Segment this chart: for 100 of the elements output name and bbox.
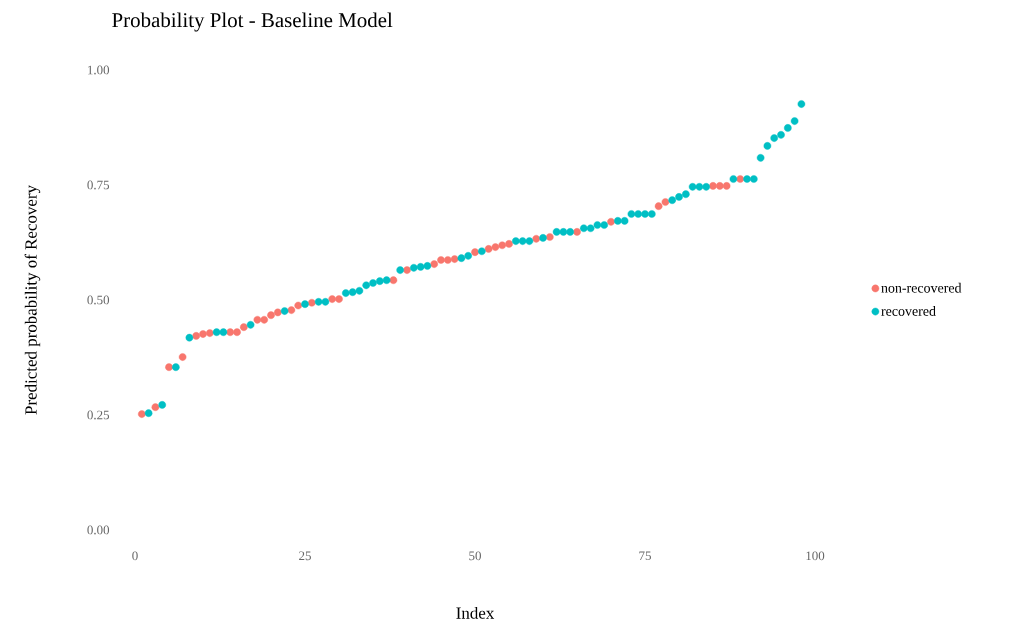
point bbox=[702, 183, 711, 191]
point bbox=[355, 287, 364, 295]
point bbox=[410, 264, 418, 272]
point bbox=[274, 308, 282, 317]
point bbox=[688, 183, 697, 191]
point bbox=[743, 175, 751, 183]
point bbox=[382, 276, 391, 285]
point bbox=[668, 196, 677, 204]
y-tick-label: 0.00 bbox=[87, 525, 110, 535]
y-axis-title: Predicted probability of Recovery bbox=[24, 185, 41, 415]
point bbox=[614, 217, 622, 225]
point bbox=[641, 210, 649, 218]
point bbox=[593, 221, 602, 229]
point bbox=[484, 245, 493, 253]
point bbox=[471, 248, 479, 256]
point bbox=[450, 255, 459, 263]
point bbox=[362, 281, 370, 290]
x-axis-title: Index bbox=[456, 606, 495, 619]
point bbox=[716, 182, 724, 190]
point bbox=[430, 260, 438, 268]
point bbox=[158, 401, 166, 409]
point bbox=[586, 224, 595, 233]
point bbox=[620, 217, 629, 225]
point bbox=[763, 142, 772, 150]
point bbox=[722, 182, 731, 190]
point bbox=[784, 124, 792, 132]
point bbox=[478, 247, 486, 256]
point bbox=[491, 243, 500, 251]
point bbox=[675, 193, 683, 201]
point bbox=[369, 279, 377, 287]
x-tick-label: 25 bbox=[299, 551, 311, 561]
point bbox=[546, 233, 554, 241]
point bbox=[695, 183, 704, 191]
point bbox=[219, 328, 228, 336]
x-tick-label: 0 bbox=[132, 551, 138, 561]
point bbox=[505, 240, 513, 248]
legend-label: non-recovered bbox=[881, 282, 962, 293]
point bbox=[144, 409, 153, 417]
point bbox=[151, 403, 160, 411]
point bbox=[525, 237, 534, 245]
point bbox=[654, 202, 663, 210]
point bbox=[464, 252, 472, 260]
point bbox=[607, 218, 615, 226]
point bbox=[600, 221, 608, 229]
y-tick-label: 0.50 bbox=[87, 295, 110, 305]
point bbox=[206, 329, 214, 337]
point bbox=[512, 237, 520, 245]
point bbox=[376, 277, 384, 285]
y-tick-label: 0.25 bbox=[87, 410, 110, 420]
y-tick-label: 1.00 bbox=[88, 65, 110, 75]
point bbox=[457, 254, 466, 262]
point bbox=[212, 328, 221, 336]
point bbox=[226, 328, 234, 336]
point bbox=[437, 256, 445, 264]
point bbox=[308, 298, 316, 307]
point bbox=[729, 175, 738, 183]
y-tick-label: 0.75 bbox=[87, 180, 110, 190]
point bbox=[627, 210, 636, 218]
point bbox=[573, 228, 581, 236]
point bbox=[416, 263, 425, 271]
point bbox=[797, 100, 806, 108]
point bbox=[267, 311, 275, 319]
point bbox=[580, 224, 588, 233]
point bbox=[552, 228, 561, 236]
point bbox=[736, 175, 745, 183]
point bbox=[750, 175, 758, 183]
point bbox=[423, 262, 432, 270]
point bbox=[709, 182, 717, 190]
x-tick-label: 75 bbox=[639, 551, 651, 561]
x-tick-label: 50 bbox=[469, 551, 481, 561]
legend-label: recovered bbox=[881, 305, 936, 316]
point bbox=[682, 190, 690, 198]
point bbox=[199, 330, 207, 338]
x-tick-label: 100 bbox=[806, 551, 825, 561]
point bbox=[294, 301, 302, 310]
point bbox=[790, 117, 799, 125]
chart-title: Probability Plot - Baseline Model bbox=[112, 12, 393, 32]
point bbox=[301, 300, 309, 308]
point bbox=[165, 363, 173, 371]
point bbox=[770, 134, 779, 142]
point bbox=[280, 307, 289, 315]
point bbox=[389, 276, 398, 285]
point bbox=[777, 131, 785, 139]
point bbox=[287, 306, 296, 314]
point bbox=[321, 298, 330, 306]
point bbox=[260, 315, 268, 324]
point bbox=[172, 363, 180, 371]
point bbox=[648, 210, 656, 218]
point bbox=[342, 289, 350, 297]
point bbox=[233, 328, 241, 336]
point bbox=[539, 234, 547, 242]
point bbox=[240, 323, 248, 331]
point bbox=[328, 295, 336, 303]
point bbox=[498, 241, 506, 250]
point bbox=[185, 333, 194, 342]
point bbox=[396, 266, 404, 274]
point bbox=[532, 235, 540, 243]
point bbox=[566, 228, 574, 236]
point bbox=[192, 332, 200, 340]
point bbox=[444, 256, 452, 264]
